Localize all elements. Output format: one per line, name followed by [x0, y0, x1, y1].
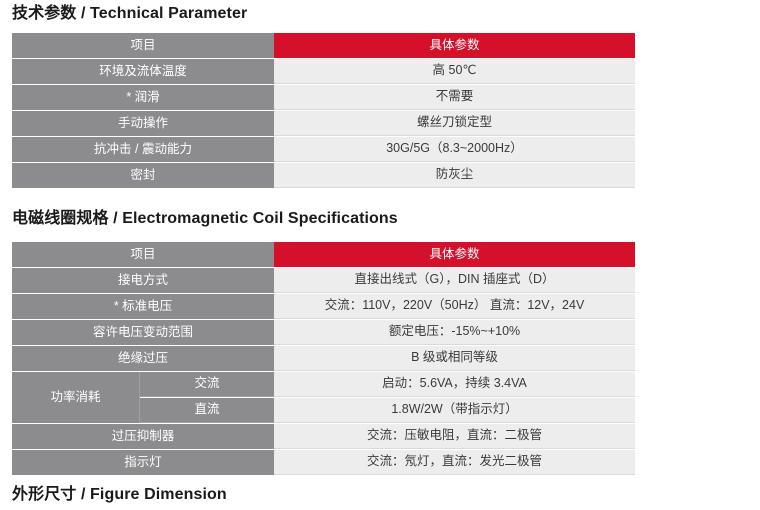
- table-row: 指示灯 交流：氖灯，直流：发光二极管: [12, 450, 636, 475]
- row-label: 指示灯: [12, 450, 275, 475]
- row-label: 接电方式: [12, 268, 275, 293]
- row-value: 螺丝刀锁定型: [274, 111, 635, 136]
- row-label: 密封: [12, 163, 274, 188]
- table-row: 密封 防灰尘: [12, 163, 635, 188]
- coil-specifications-table: 项目 具体参数 接电方式 直接出线式（G），DIN 插座式（D） * 标准电压 …: [12, 241, 636, 476]
- header-cell-item: 项目: [12, 242, 275, 267]
- header-cell-value: 具体参数: [274, 33, 635, 58]
- table-row: 接电方式 直接出线式（G），DIN 插座式（D）: [12, 268, 636, 293]
- technical-parameter-table: 项目 具体参数 环境及流体温度 高 50℃ * 润滑 不需要 手动操作 螺丝刀锁…: [12, 32, 635, 189]
- table-row: 抗冲击 / 震动能力 30G/5G（8.3~2000Hz）: [12, 137, 635, 162]
- row-value: 不需要: [274, 85, 635, 110]
- row-value: 交流：110V，220V（50Hz） 直流：12V，24V: [274, 294, 636, 319]
- row-value: 交流：压敏电阻，直流：二极管: [274, 424, 636, 449]
- row-value: 交流：氖灯，直流：发光二极管: [274, 450, 636, 475]
- row-value: 高 50℃: [274, 59, 635, 84]
- row-label: 抗冲击 / 震动能力: [12, 137, 274, 162]
- table-row: * 润滑 不需要: [12, 85, 635, 110]
- row-label: 环境及流体温度: [12, 59, 274, 84]
- row-label: 绝缘过压: [12, 346, 275, 371]
- group-label-power-consumption: 功率消耗: [12, 372, 140, 423]
- section-title-technical: 技术参数 / Technical Parameter: [12, 5, 248, 22]
- row-label: 手动操作: [12, 111, 274, 136]
- row-sublabel: 交流: [140, 372, 275, 397]
- section-title-figure: 外形尺寸 / Figure Dimension: [12, 486, 227, 503]
- row-label: 过压抑制器: [12, 424, 275, 449]
- header-cell-item: 项目: [12, 33, 274, 58]
- row-label: 容许电压变动范围: [12, 320, 275, 345]
- row-label: * 润滑: [12, 85, 274, 110]
- row-value: 启动：5.6VA，持续 3.4VA: [274, 372, 636, 397]
- row-label: * 标准电压: [12, 294, 275, 319]
- table-row-group-first: 功率消耗 交流 启动：5.6VA，持续 3.4VA: [12, 372, 636, 423]
- table-row: 绝缘过压 B 级或相同等级: [12, 346, 636, 371]
- table-row: 手动操作 螺丝刀锁定型: [12, 111, 635, 136]
- table-header-row: 项目 具体参数: [12, 242, 636, 267]
- section-title-coil: 电磁线圈规格 / Electromagnetic Coil Specificat…: [12, 210, 398, 227]
- row-sublabel: 直流: [140, 398, 275, 423]
- header-cell-value: 具体参数: [274, 242, 636, 267]
- table-row: 环境及流体温度 高 50℃: [12, 59, 635, 84]
- table-row: 过压抑制器 交流：压敏电阻，直流：二极管: [12, 424, 636, 449]
- table-header-row: 项目 具体参数: [12, 33, 635, 58]
- row-value: 30G/5G（8.3~2000Hz）: [274, 137, 635, 162]
- table-row-group-second: 直流 1.8W/2W（带指示灯）: [12, 398, 636, 423]
- row-value: B 级或相同等级: [274, 346, 636, 371]
- table-row: 容许电压变动范围 额定电压：-15%~+10%: [12, 320, 636, 345]
- row-value: 1.8W/2W（带指示灯）: [274, 398, 636, 423]
- table-row: * 标准电压 交流：110V，220V（50Hz） 直流：12V，24V: [12, 294, 636, 319]
- row-value: 额定电压：-15%~+10%: [274, 320, 636, 345]
- row-value: 防灰尘: [274, 163, 635, 188]
- row-value: 直接出线式（G），DIN 插座式（D）: [274, 268, 636, 293]
